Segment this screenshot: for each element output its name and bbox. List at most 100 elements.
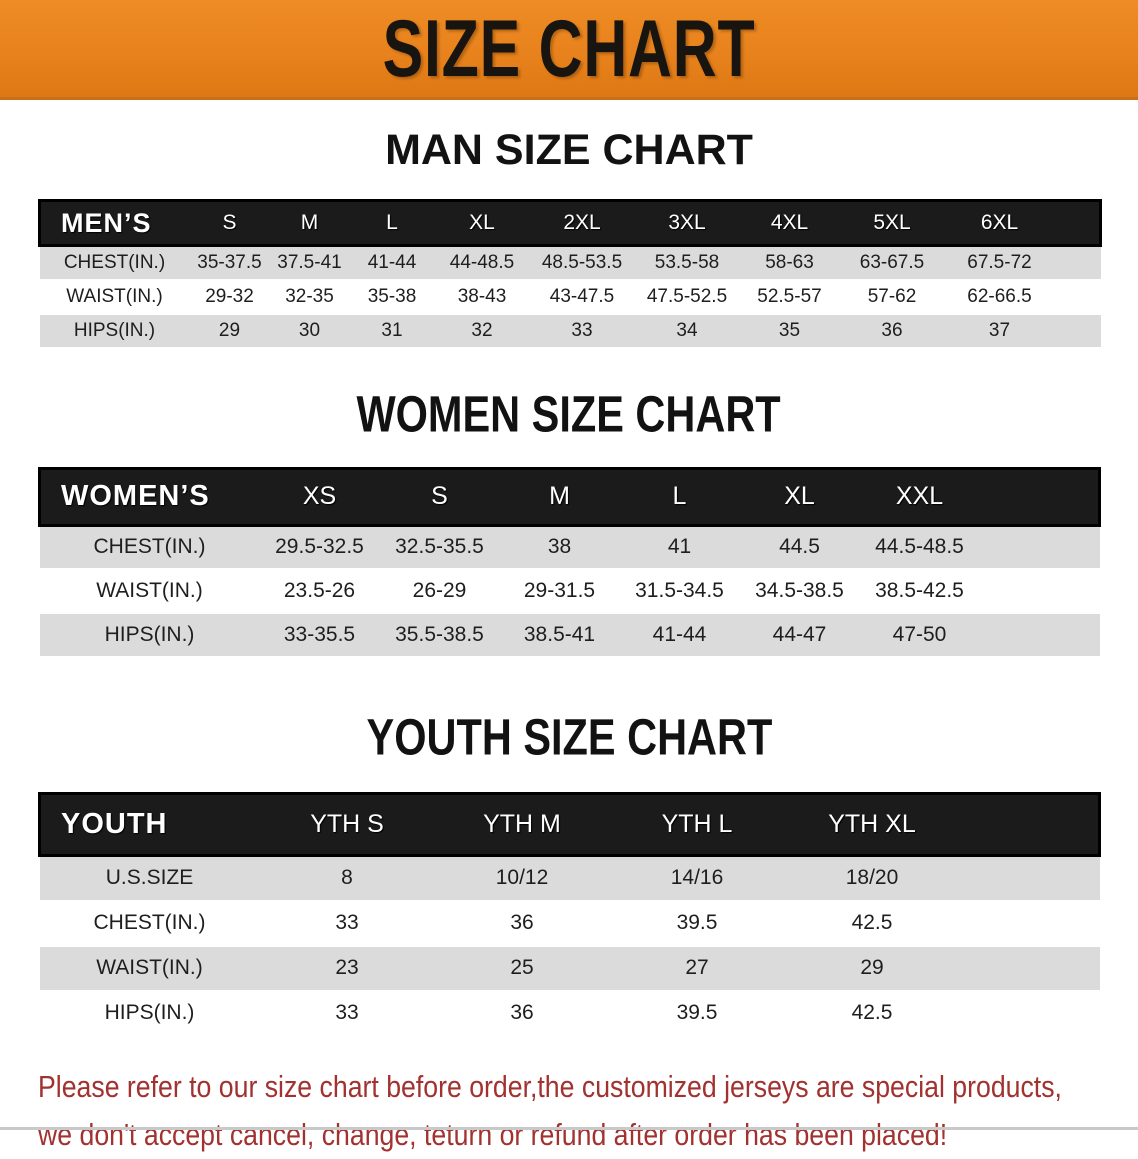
size-column-header: S [379,466,500,527]
size-value: 29 [189,313,270,349]
size-column-header: 4XL [739,199,840,247]
size-value: 36 [839,313,945,349]
row-pad-cell [959,855,1100,902]
table-corner-label: WOMEN’S [38,466,260,527]
row-label: HIPS(IN.) [39,613,260,658]
row-label: CHEST(IN.) [39,525,260,570]
row-pad-cell [1054,279,1101,315]
size-value: 32.5-35.5 [379,525,500,570]
size-value: 29.5-32.5 [259,525,380,570]
size-value: 30 [269,313,350,349]
size-value: 44-48.5 [434,245,530,281]
size-value: 44.5-48.5 [859,525,980,570]
size-value: 27 [609,945,785,992]
size-value: 48.5-53.5 [529,245,635,281]
size-value: 38-43 [434,279,530,315]
size-value: 23.5-26 [259,569,380,614]
size-value: 41 [619,525,740,570]
size-value: 29-32 [189,279,270,315]
bottom-divider [0,1127,1138,1130]
size-value: 34 [634,313,740,349]
row-pad-cell [1054,245,1101,281]
row-label: WAIST(IN.) [39,569,260,614]
header-pad-cell [979,466,1101,527]
size-value: 33 [259,900,435,947]
size-value: 35.5-38.5 [379,613,500,658]
disclaimer: Please refer to our size chart before or… [38,1063,1138,1159]
womens-section-heading: WOMEN SIZE CHART [356,384,782,443]
size-value: 41-44 [349,245,435,281]
size-value: 63-67.5 [839,245,945,281]
table-row: HIPS(IN.) 33 36 39.5 42.5 [39,990,1100,1037]
youth-section-heading: YOUTH SIZE CHART [366,708,772,766]
size-column-header: XL [434,199,530,247]
size-value: 44-47 [739,613,860,658]
size-column-header: YTH L [609,792,785,857]
disclaimer-line-2: we don't accept cancel, change, teturn o… [38,1116,948,1152]
size-value: 43-47.5 [529,279,635,315]
size-value: 34.5-38.5 [739,569,860,614]
table-row: WAIST(IN.) 29-32 32-35 35-38 38-43 43-47.5 47.… [39,279,1101,315]
disclaimer-line-1: Please refer to our size chart before or… [38,1068,1062,1104]
row-pad-cell [959,945,1100,992]
row-pad-cell [959,900,1100,947]
row-pad-cell [979,613,1100,658]
size-column-header: XXL [859,466,980,527]
row-pad-cell [1054,313,1101,349]
size-value: 39.5 [609,990,785,1037]
size-value: 33 [259,990,435,1037]
mens-section-heading: MAN SIZE CHART [385,126,753,174]
table-row: CHEST(IN.) 33 36 39.5 42.5 [39,900,1100,947]
size-value: 35-37.5 [189,245,270,281]
size-value: 52.5-57 [739,279,840,315]
size-value: 8 [259,855,435,902]
size-value: 38.5-42.5 [859,569,980,614]
size-value: 38 [499,525,620,570]
row-label: WAIST(IN.) [39,279,190,315]
size-value: 62-66.5 [944,279,1055,315]
header-pad-cell [1054,199,1102,247]
size-value: 25 [434,945,610,992]
table-row: HIPS(IN.) 29 30 31 32 33 34 35 36 37 [39,313,1101,349]
size-header-row: MEN’S S M L XL 2XL 3XL 4XL 5XL 6XL [38,199,1102,247]
size-value: 14/16 [609,855,785,902]
size-column-header: M [499,466,620,527]
size-value: 33-35.5 [259,613,380,658]
row-pad-cell [979,569,1100,614]
size-value: 38.5-41 [499,613,620,658]
size-column-header: L [349,199,435,247]
row-label: HIPS(IN.) [39,990,260,1037]
size-column-header: YTH XL [784,792,960,857]
size-value: 35-38 [349,279,435,315]
size-value: 53.5-58 [634,245,740,281]
size-value: 31.5-34.5 [619,569,740,614]
youth-size-table: YOUTH YTH S YTH M YTH L YTH XL U.S.SIZE 8 10/12… [38,792,1101,1037]
size-column-header: 5XL [839,199,945,247]
table-row: CHEST(IN.) 35-37.5 37.5-41 41-44 44-48.5 48.5… [39,245,1101,281]
size-value: 47-50 [859,613,980,658]
size-value: 26-29 [379,569,500,614]
womens-size-section: WOMEN SIZE CHART WOMEN’S XS S M L XL XXL CHEST(… [0,349,1138,658]
size-column-header: S [189,199,270,247]
size-value: 41-44 [619,613,740,658]
table-row: HIPS(IN.) 33-35.5 35.5-38.5 38.5-41 41-44 44-… [39,613,1100,658]
row-pad-cell [959,990,1100,1037]
size-value: 29-31.5 [499,569,620,614]
size-value: 42.5 [784,990,960,1037]
row-label: U.S.SIZE [39,855,260,902]
size-value: 36 [434,900,610,947]
size-value: 18/20 [784,855,960,902]
size-column-header: YTH S [259,792,435,857]
size-value: 42.5 [784,900,960,947]
size-value: 37 [944,313,1055,349]
size-column-header: 6XL [944,199,1055,247]
size-value: 32 [434,313,530,349]
row-label: WAIST(IN.) [39,945,260,992]
size-value: 32-35 [269,279,350,315]
table-corner-label: YOUTH [38,792,260,857]
table-row: CHEST(IN.) 29.5-32.5 32.5-35.5 38 41 44.5 44.5… [39,525,1100,570]
size-value: 37.5-41 [269,245,350,281]
size-value: 39.5 [609,900,785,947]
size-header-row: YOUTH YTH S YTH M YTH L YTH XL [38,792,1101,857]
size-column-header: L [619,466,740,527]
